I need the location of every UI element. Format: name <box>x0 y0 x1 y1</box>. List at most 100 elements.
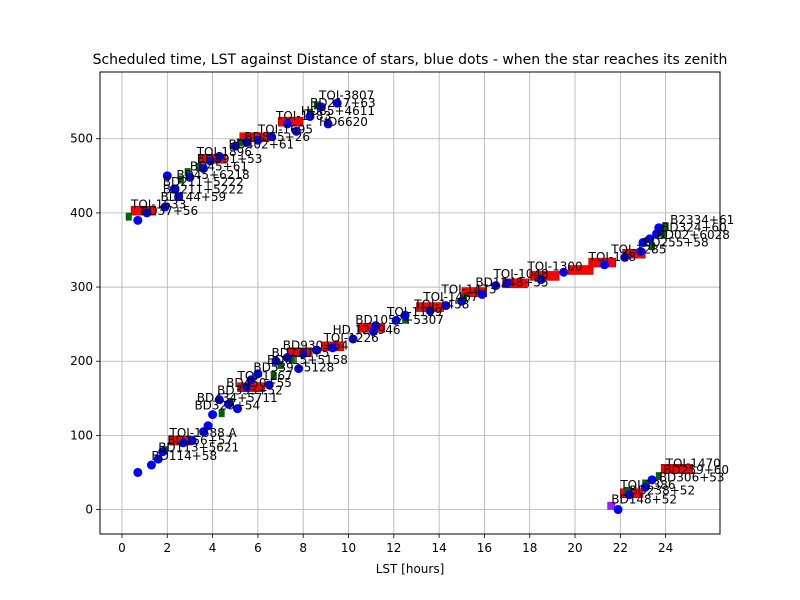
plot-frame <box>99 71 721 535</box>
green-marker <box>313 101 320 110</box>
x-tick-label: 18 <box>522 541 537 555</box>
x-tick-label: 20 <box>567 541 582 555</box>
zenith-point <box>645 234 655 244</box>
x-tick-label: 24 <box>658 541 673 555</box>
zenith-point <box>624 490 634 500</box>
star-label: BD1248+55 <box>475 275 548 289</box>
green-marker <box>270 372 277 381</box>
star-label: BD114+58 <box>151 449 217 463</box>
star-label: BD930+54 <box>283 338 349 352</box>
green-marker <box>236 138 243 147</box>
chart-title: Scheduled time, LST against Distance of … <box>93 52 728 68</box>
scheduled-block <box>461 287 487 297</box>
y-tick-label: 400 <box>70 206 93 220</box>
zenith-point <box>266 132 276 142</box>
star-label: TOI-1386 <box>619 478 675 492</box>
star-label: BD615+5158 <box>267 353 348 367</box>
y-axis: 0 100 200 300 400 500 <box>70 132 100 517</box>
zenith-point <box>230 141 240 151</box>
y-tick-label: 0 <box>85 503 93 517</box>
star-label: BD211+5222 <box>163 183 244 197</box>
zenith-point <box>654 223 664 233</box>
x-tick-label: 2 <box>163 541 171 555</box>
star-label: TOI-1695 <box>257 123 313 137</box>
zenith-point <box>253 369 263 379</box>
zenith-point <box>613 505 623 515</box>
zenith-point <box>457 296 467 306</box>
star-label: BD891+53 <box>197 152 263 166</box>
zenith-point <box>208 410 218 420</box>
star-label: BD855+26 <box>244 130 310 144</box>
zenith-point <box>400 310 410 320</box>
star-label: BD113+5621 <box>158 441 239 455</box>
star-label: TOI-1633 <box>130 197 186 211</box>
zenith-point <box>253 135 263 145</box>
zenith-point <box>142 208 152 218</box>
zenith-point <box>348 334 358 344</box>
green-marker <box>662 222 669 231</box>
zenith-point <box>536 275 546 285</box>
y-tick-label: 300 <box>70 280 93 294</box>
zenith-point <box>316 102 326 112</box>
star-label: BD255+58 <box>643 235 709 249</box>
zenith-point <box>242 137 252 147</box>
star-label: BD238+52 <box>629 484 695 498</box>
zenith-point <box>312 345 322 355</box>
star-label: TOI-1267 <box>237 369 293 383</box>
star-label: BD144+59 <box>160 190 226 204</box>
zenith-point <box>178 438 188 448</box>
star-label: HD85+4611 <box>301 104 375 118</box>
x-axis: 0 2 4 6 8 10 12 14 16 18 20 22 24 <box>118 534 673 555</box>
x-tick-label: 4 <box>209 541 217 555</box>
zenith-point <box>185 172 195 182</box>
star-label: BD402+61 <box>228 137 294 151</box>
star-label: BD02+6028 <box>657 228 730 242</box>
star-label: BD450+55 <box>226 376 292 390</box>
star-label: BD329+54 <box>194 398 260 412</box>
zenith-point <box>291 126 301 136</box>
zenith-point <box>162 171 172 181</box>
star-label: TOI-3807 <box>318 88 374 102</box>
star-label: TOI-1467 <box>422 290 478 304</box>
zenith-point <box>174 192 184 202</box>
star-label: BD1052+5307 <box>355 313 444 327</box>
star-label: TOI-1783 <box>275 109 331 123</box>
zenith-point <box>371 321 381 331</box>
star-label: BD434+5711 <box>197 391 278 405</box>
star-label: BD37+56 <box>140 204 198 218</box>
star-label: BD324+60 <box>661 220 727 234</box>
green-marker <box>655 472 662 481</box>
zenith-point <box>160 202 170 212</box>
zenith-point <box>647 475 657 485</box>
zenith-point <box>640 482 650 492</box>
zenith-point <box>328 343 338 353</box>
green-marker <box>218 409 225 418</box>
zenith-point <box>187 436 197 446</box>
star-label: BD217+63 <box>310 96 376 110</box>
star-label: BD259+60 <box>663 463 729 477</box>
star-label: BD211+5222 <box>163 175 244 189</box>
zenith-point <box>441 301 451 311</box>
green-marker <box>195 162 202 171</box>
zenith-point <box>271 356 281 366</box>
zenith-point <box>233 404 243 414</box>
zenith-point <box>477 289 487 299</box>
x-tick-label: 0 <box>118 541 126 555</box>
green-marker <box>288 355 295 364</box>
x-tick-label: 12 <box>386 541 401 555</box>
zenith-point <box>599 260 609 270</box>
zenith-point <box>153 454 163 464</box>
star-label: TOI-148 <box>588 250 637 264</box>
scheduled-block <box>660 463 694 474</box>
zenith-point <box>294 364 304 374</box>
star-label: TOI-1470 <box>665 456 721 470</box>
star-label: TOI-1473 <box>440 283 496 297</box>
star-label: BD730+5 <box>271 346 329 360</box>
star-label: TOI-1896 <box>196 145 252 159</box>
y-tick-label: 200 <box>70 354 93 368</box>
purple-marker <box>607 501 616 510</box>
star-label: HD 127946 <box>333 323 401 337</box>
zenith-point <box>425 306 435 316</box>
zenith-point <box>199 163 209 173</box>
